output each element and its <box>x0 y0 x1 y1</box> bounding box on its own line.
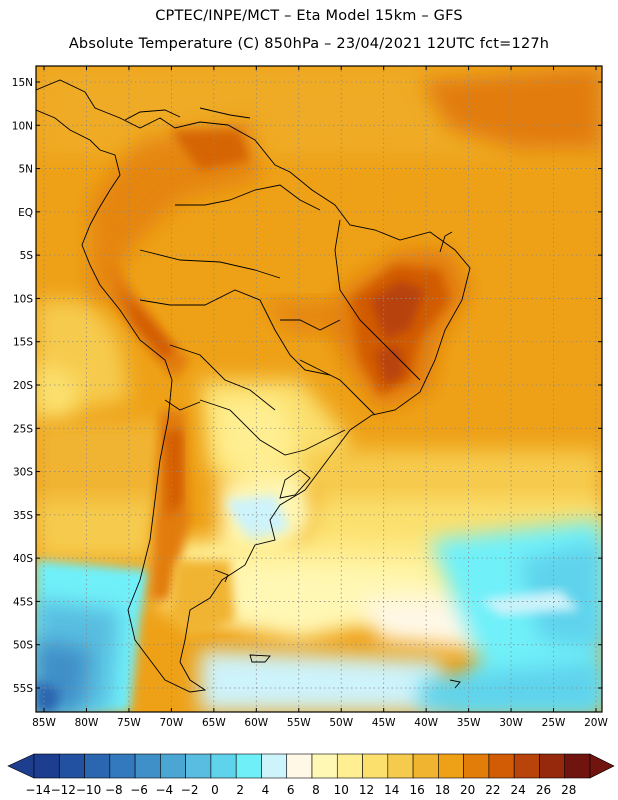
plot-frame <box>35 65 603 713</box>
chart-title-line2: Absolute Temperature (C) 850hPa – 23/04/… <box>68 36 550 52</box>
colorbar-swatch <box>539 753 566 779</box>
colorbar-label: −4 <box>156 783 174 797</box>
latitude-labels: 15N 10N 5N EQ 5S 10S 15S 20S 25S 30S 35S 40S 45S 50S 5… <box>12 77 34 695</box>
colorbar-swatch <box>235 753 262 779</box>
colorbar-label: 20 <box>460 783 475 797</box>
longitude-labels: 85W 80W 75W 70W 65W 60W 55W 50W 45W 40W 35W 30W 25W 2… <box>32 717 608 729</box>
lat-label: EQ <box>18 207 33 219</box>
colorbar-label: 2 <box>236 783 244 797</box>
colorbar-label: 6 <box>287 783 295 797</box>
colorbar-label: 10 <box>334 783 349 797</box>
lon-label: 60W <box>244 717 268 729</box>
colorbar-swatch <box>438 753 464 779</box>
lat-label: 50S <box>13 640 33 652</box>
colorbar-label: 22 <box>485 783 500 797</box>
colorbar-swatch <box>261 753 288 779</box>
colorbar-label: 18 <box>435 783 450 797</box>
lon-label: 70W <box>160 717 184 729</box>
lat-label: 35S <box>13 510 33 522</box>
temperature-field <box>36 66 602 712</box>
colorbar-swatch <box>185 753 212 779</box>
colorbar <box>7 753 615 779</box>
colorbar-swatch <box>109 753 136 779</box>
colorbar-label: 28 <box>561 783 576 797</box>
lat-label: 20S <box>13 380 33 392</box>
lat-label: 25S <box>13 423 33 435</box>
lat-label: 15S <box>13 337 33 349</box>
colorbar-label: 24 <box>511 783 526 797</box>
lat-label: 10S <box>13 293 33 305</box>
lon-label: 80W <box>75 717 99 729</box>
colorbar-label: 8 <box>312 783 320 797</box>
colorbar-label: −8 <box>105 783 123 797</box>
lon-label: 20W <box>584 717 608 729</box>
colorbar-swatch <box>412 753 439 779</box>
colorbar-label: 12 <box>359 783 374 797</box>
colorbar-swatch <box>387 753 414 779</box>
colorbar-swatch <box>463 753 490 779</box>
colorbar-swatch <box>513 753 540 779</box>
lon-label: 50W <box>329 717 353 729</box>
colorbar-swatch <box>134 753 161 779</box>
colorbar-label: −6 <box>130 783 148 797</box>
colorbar-label: 26 <box>536 783 551 797</box>
colorbar-swatch <box>33 753 60 779</box>
colorbar-swatch <box>362 753 389 779</box>
coastlines-and-borders <box>36 79 471 693</box>
colorbar-swatch <box>58 753 85 779</box>
colorbar-label: −14 <box>25 783 50 797</box>
colorbar-labels: −14 −12 −10 −8 −6 −4 −2 0 2 4 6 8 10 12 14 16 18 20 22 24 26… <box>25 783 576 797</box>
lat-label: 5S <box>20 250 34 262</box>
colorbar-swatch <box>210 753 237 779</box>
colorbar-label: 4 <box>262 783 270 797</box>
lon-label: 65W <box>202 717 226 729</box>
colorbar-swatch <box>84 753 111 779</box>
colorbar-swatch <box>564 753 591 779</box>
lat-label: 40S <box>13 553 33 565</box>
lat-label: 15N <box>12 77 33 89</box>
lat-label: 30S <box>13 467 33 479</box>
chart-title-line1: CPTEC/INPE/MCT – Eta Model 15km – GFS <box>155 8 463 24</box>
colorbar-arrow-left <box>7 753 35 779</box>
lon-label: 25W <box>542 717 566 729</box>
lon-label: 35W <box>457 717 481 729</box>
lon-label: 85W <box>32 717 56 729</box>
colorbar-arrow-right <box>589 753 615 779</box>
colorbar-label: 14 <box>384 783 399 797</box>
lat-label: 10N <box>12 120 33 132</box>
colorbar-label: −12 <box>51 783 76 797</box>
colorbar-swatch <box>336 753 363 779</box>
colorbar-swatch <box>311 753 338 779</box>
axis-ticks <box>36 66 602 712</box>
colorbar-label: 0 <box>211 783 219 797</box>
lon-label: 75W <box>117 717 141 729</box>
lon-label: 30W <box>499 717 523 729</box>
colorbar-swatch <box>286 753 313 779</box>
colorbar-label: 16 <box>409 783 424 797</box>
lon-label: 55W <box>287 717 311 729</box>
colorbar-label: −2 <box>181 783 199 797</box>
lat-label: 55S <box>13 683 33 695</box>
lon-label: 40W <box>414 717 438 729</box>
colorbar-swatch <box>488 753 515 779</box>
colorbar-swatch <box>160 753 186 779</box>
lat-label: 45S <box>13 596 33 608</box>
colorbar-label: −10 <box>76 783 101 797</box>
lon-label: 45W <box>372 717 396 729</box>
lat-label: 5N <box>18 164 33 176</box>
